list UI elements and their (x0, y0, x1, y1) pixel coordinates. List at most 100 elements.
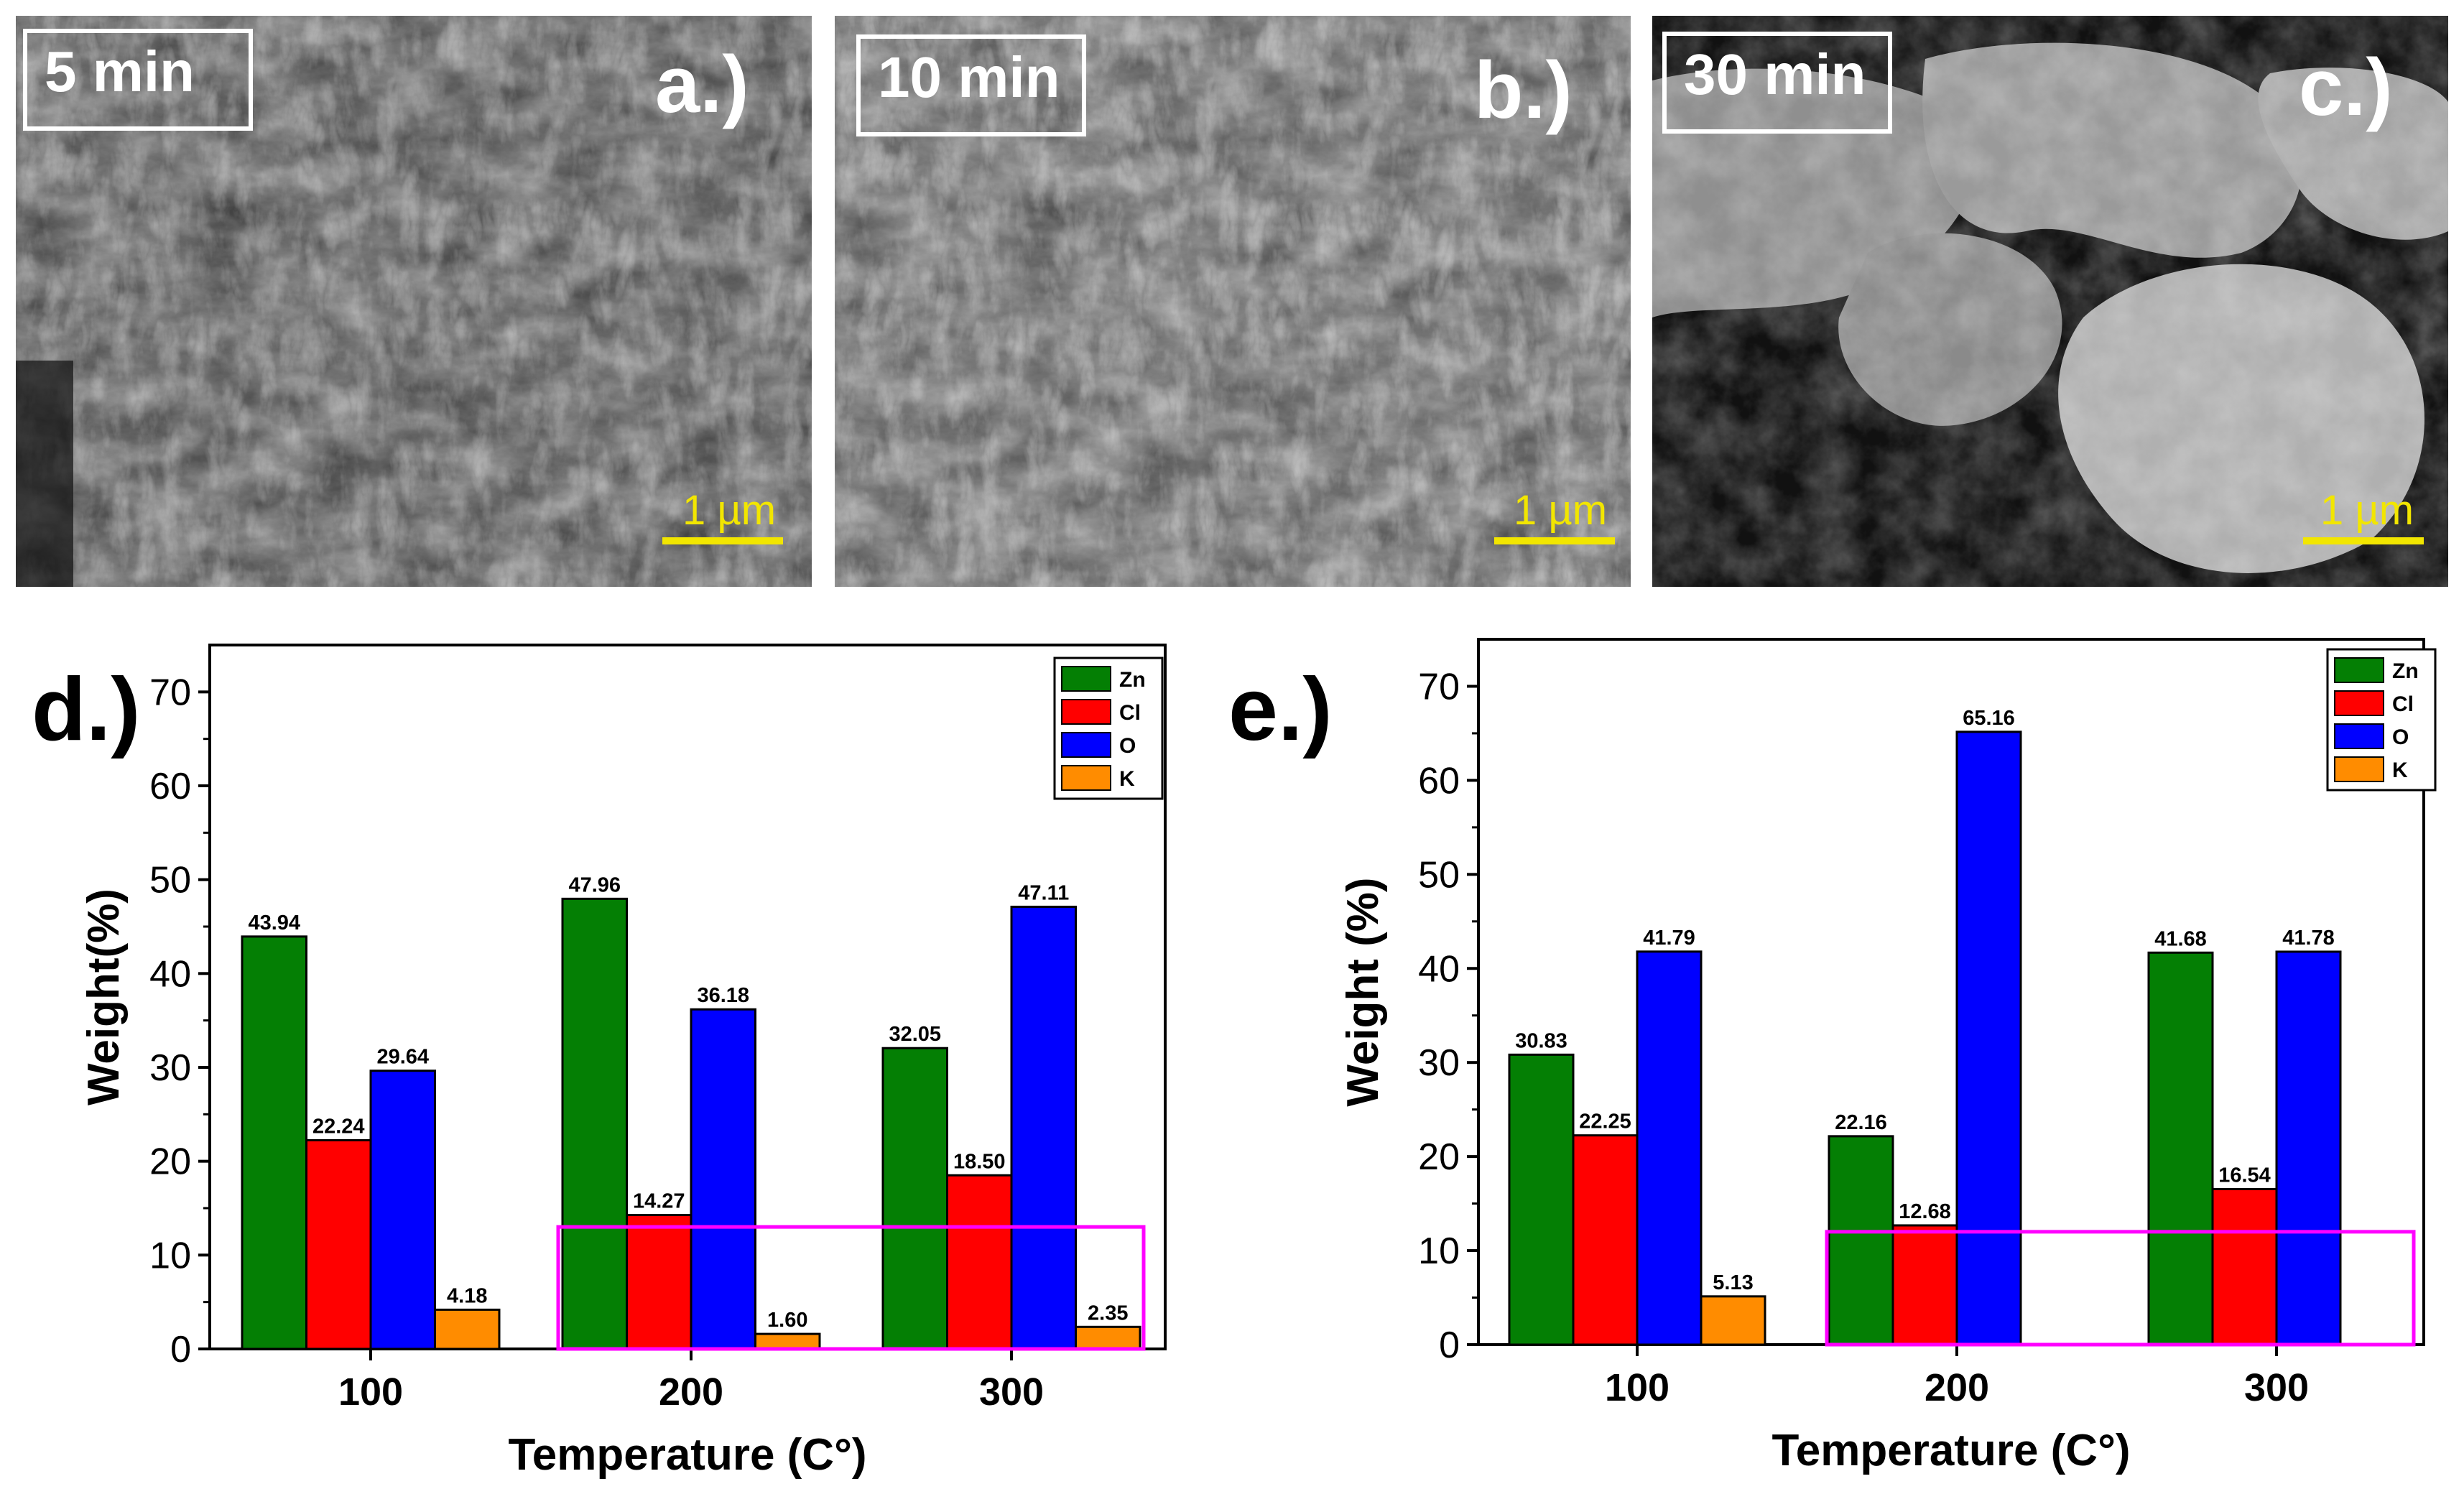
bar-cl (305, 1138, 372, 1350)
bar-o (1636, 950, 1703, 1346)
data-label: 41.78 (2282, 927, 2335, 950)
legend-label-zn: Zn (2392, 659, 2419, 683)
bar-o (1955, 730, 2022, 1346)
y-axis-title: Weight (%) (1338, 877, 1388, 1106)
data-label: 5.13 (1713, 1271, 1753, 1294)
y-tick-label: 20 (149, 1141, 191, 1183)
bar-o (369, 1070, 436, 1350)
data-label: 47.96 (568, 873, 621, 896)
legend-label-o: O (1119, 734, 1136, 758)
data-label: 29.64 (376, 1046, 429, 1069)
chart-d: 0 10 20 30 40 50 60 70 43.94 22.24 29.64 4.18 100 47.… (79, 644, 1167, 1480)
sem-image-10min: 10 min b.) 1 µm (835, 16, 1631, 587)
panel-letter: a.) (655, 40, 749, 129)
highlight-box (1825, 1230, 2416, 1347)
legend-swatch-k (2334, 756, 2384, 782)
sem-image-5min: 5 min a.) 1 µm (16, 16, 812, 587)
x-axis-title: Temperature (C°) (1771, 1426, 2130, 1475)
scale-bar-label: 1 µm (1514, 487, 1608, 534)
sem-texture (16, 16, 812, 587)
y-tick-label: 0 (1439, 1325, 1460, 1366)
x-tick-label: 200 (1925, 1366, 1989, 1409)
bar-k (1075, 1325, 1141, 1350)
y-tick-label: 30 (1418, 1042, 1460, 1084)
bar-k (754, 1332, 821, 1350)
x-tick-label: 100 (338, 1370, 403, 1414)
bar-zn (881, 1047, 948, 1350)
x-tick-label: 300 (2244, 1366, 2309, 1409)
legend: Zn Cl OK (2326, 648, 2437, 792)
data-label: 22.25 (1579, 1110, 1631, 1133)
y-tick-label: 40 (149, 953, 191, 995)
y-tick-label: 50 (149, 860, 191, 901)
bar-zn (1828, 1135, 1894, 1346)
legend-label-k: K (1119, 767, 1135, 791)
bar-cl (946, 1174, 1013, 1350)
data-label: 16.54 (2218, 1164, 2271, 1187)
scale-bar (662, 537, 783, 544)
bar-zn (241, 935, 307, 1350)
data-label: 32.05 (889, 1023, 941, 1046)
chart-e: 0 10 20 30 40 50 60 70 30.83 22.25 41.79 5.13 100 22.… (1338, 638, 2437, 1475)
time-label: 5 min (23, 29, 253, 131)
bar-zn (561, 897, 628, 1350)
y-tick-label: 60 (1418, 760, 1460, 802)
sem-image-30min: 30 min c.) 1 µm (1652, 16, 2448, 587)
legend-label-o: O (2392, 725, 2409, 749)
legend-swatch-o (1061, 732, 1111, 758)
data-label: 36.18 (697, 984, 749, 1007)
y-tick-label: 0 (170, 1329, 191, 1370)
sem-texture (835, 16, 1631, 587)
y-tick-label: 60 (149, 766, 191, 807)
bar-zn (1508, 1053, 1575, 1346)
data-label: 12.68 (1899, 1200, 1951, 1223)
legend-swatch-cl (2334, 690, 2384, 716)
data-label: 14.27 (633, 1190, 685, 1213)
bar-o (1010, 905, 1077, 1350)
data-label: 30.83 (1515, 1029, 1567, 1052)
bar-zn (2147, 951, 2214, 1346)
time-label: 10 min (856, 34, 1086, 136)
legend-swatch-zn (2334, 657, 2384, 683)
bar-cl (626, 1214, 693, 1350)
data-label: 4.18 (447, 1284, 487, 1307)
bar-cl (1891, 1224, 1958, 1346)
panel-letter: b.) (1474, 45, 1573, 135)
x-tick-label: 200 (659, 1370, 723, 1414)
highlight-box (556, 1225, 1146, 1351)
y-axis-title: Weight(%) (79, 889, 129, 1105)
bar-cl (1572, 1134, 1639, 1346)
x-tick-label: 300 (979, 1370, 1044, 1414)
y-tick-label: 10 (149, 1235, 191, 1276)
data-label: 18.50 (953, 1150, 1006, 1173)
scale-bar (2303, 537, 2424, 544)
x-axis-title: Temperature (C°) (508, 1430, 866, 1480)
bar-o (690, 1008, 756, 1350)
time-label: 30 min (1662, 32, 1892, 134)
data-label: 41.79 (1643, 927, 1695, 950)
y-tick-label: 30 (149, 1047, 191, 1089)
scale-bar-label: 1 µm (682, 487, 777, 534)
legend-label-k: K (2392, 759, 2408, 782)
chart-e-letter: e.) (1228, 660, 1333, 759)
legend-swatch-k (1061, 765, 1111, 791)
y-tick-label: 40 (1418, 948, 1460, 990)
y-tick-label: 50 (1418, 854, 1460, 896)
legend: Zn Cl OK (1053, 657, 1164, 800)
legend-swatch-cl (1061, 699, 1111, 725)
legend-label-zn: Zn (1119, 668, 1146, 692)
scale-bar (1494, 537, 1615, 544)
data-label: 22.16 (1835, 1111, 1887, 1134)
bar-o (2275, 950, 2342, 1346)
data-label: 41.68 (2154, 927, 2207, 950)
bar-cl (2211, 1187, 2278, 1346)
data-label: 43.94 (248, 912, 300, 934)
panel-letter: c.) (2299, 42, 2393, 132)
data-label: 65.16 (1963, 707, 2015, 730)
y-tick-label: 10 (1418, 1230, 1460, 1272)
bar-k (434, 1308, 501, 1350)
x-tick-label: 100 (1605, 1366, 1669, 1409)
legend-swatch-zn (1061, 666, 1111, 692)
legend-label-cl: Cl (1119, 701, 1141, 725)
data-label: 2.35 (1088, 1302, 1128, 1325)
